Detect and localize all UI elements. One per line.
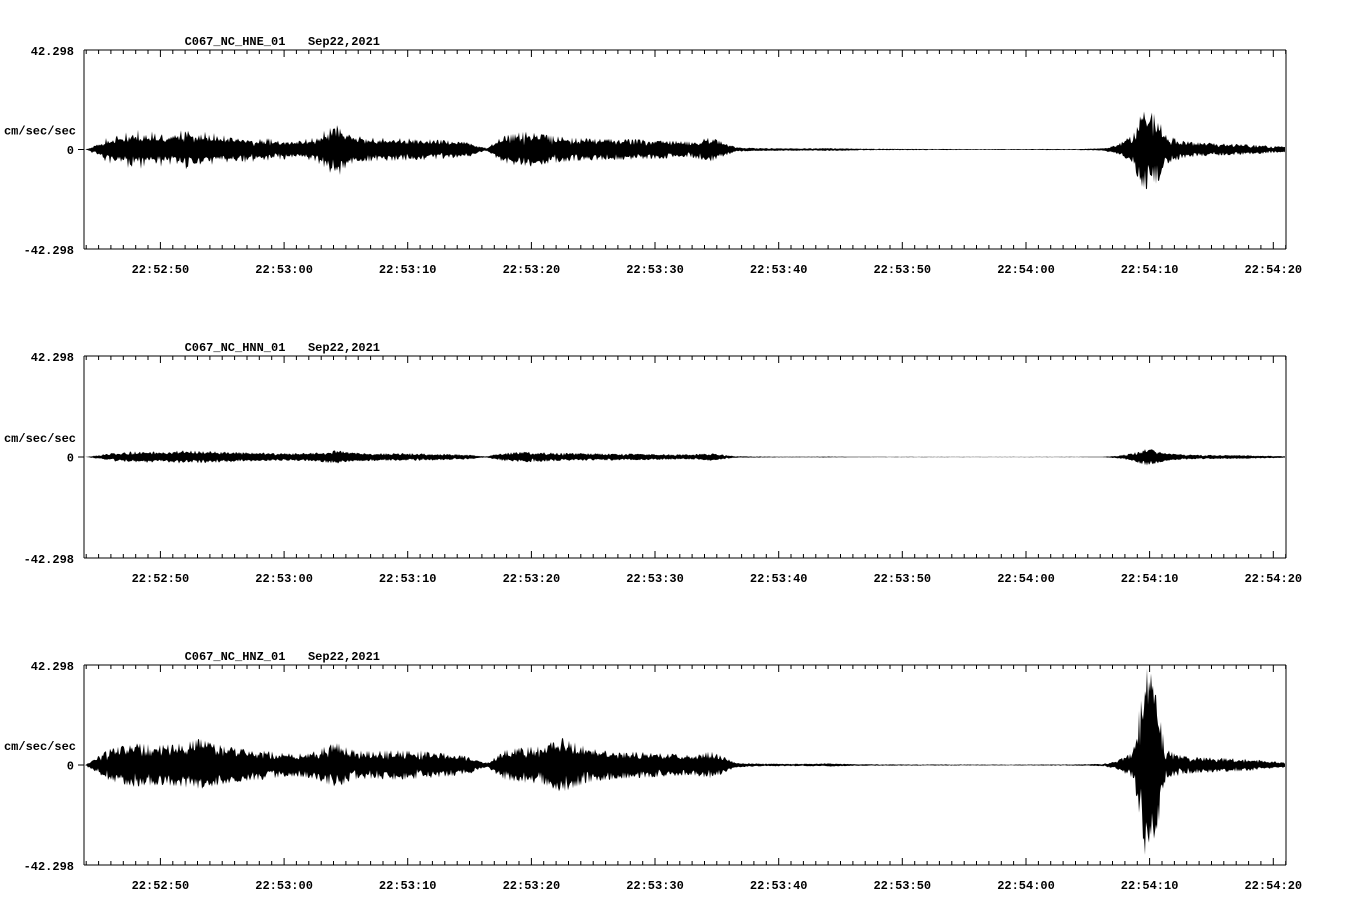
svg-text:22:53:00: 22:53:00 — [255, 879, 313, 893]
svg-text:22:53:20: 22:53:20 — [503, 572, 561, 586]
svg-text:22:53:10: 22:53:10 — [379, 263, 437, 277]
svg-text:22:53:30: 22:53:30 — [626, 263, 684, 277]
svg-text:42.298: 42.298 — [31, 660, 74, 674]
svg-text:22:53:20: 22:53:20 — [503, 879, 561, 893]
svg-text:C067_NC_HNZ_01: C067_NC_HNZ_01 — [185, 650, 286, 664]
svg-text:0: 0 — [67, 144, 74, 158]
svg-text:22:53:00: 22:53:00 — [255, 263, 313, 277]
svg-text:0: 0 — [67, 760, 74, 774]
svg-text:22:54:20: 22:54:20 — [1244, 879, 1302, 893]
svg-text:22:53:40: 22:53:40 — [750, 263, 808, 277]
svg-text:cm/sec/sec: cm/sec/sec — [4, 125, 76, 139]
svg-text:22:53:00: 22:53:00 — [255, 572, 313, 586]
svg-text:22:54:00: 22:54:00 — [997, 572, 1055, 586]
svg-text:22:53:10: 22:53:10 — [379, 572, 437, 586]
svg-text:cm/sec/sec: cm/sec/sec — [4, 432, 76, 446]
svg-text:22:54:00: 22:54:00 — [997, 263, 1055, 277]
svg-text:22:54:00: 22:54:00 — [997, 879, 1055, 893]
svg-text:42.298: 42.298 — [31, 45, 74, 59]
svg-text:C067_NC_HNN_01: C067_NC_HNN_01 — [185, 341, 286, 355]
svg-text:22:54:20: 22:54:20 — [1244, 263, 1302, 277]
svg-text:-42.298: -42.298 — [24, 553, 74, 567]
svg-text:22:54:10: 22:54:10 — [1121, 572, 1179, 586]
svg-text:22:52:50: 22:52:50 — [132, 263, 190, 277]
svg-text:22:53:40: 22:53:40 — [750, 572, 808, 586]
svg-text:22:53:20: 22:53:20 — [503, 263, 561, 277]
svg-text:Sep22,2021: Sep22,2021 — [308, 650, 380, 664]
svg-text:22:53:30: 22:53:30 — [626, 879, 684, 893]
svg-text:22:52:50: 22:52:50 — [132, 572, 190, 586]
svg-text:42.298: 42.298 — [31, 351, 74, 365]
svg-text:0: 0 — [67, 452, 74, 466]
svg-text:22:53:30: 22:53:30 — [626, 572, 684, 586]
svg-text:22:52:50: 22:52:50 — [132, 879, 190, 893]
svg-text:22:54:10: 22:54:10 — [1121, 263, 1179, 277]
svg-text:Sep22,2021: Sep22,2021 — [308, 35, 380, 49]
svg-text:Sep22,2021: Sep22,2021 — [308, 341, 380, 355]
svg-text:C067_NC_HNE_01: C067_NC_HNE_01 — [185, 35, 286, 49]
svg-text:22:53:40: 22:53:40 — [750, 879, 808, 893]
svg-text:-42.298: -42.298 — [24, 860, 74, 874]
svg-text:-42.298: -42.298 — [24, 244, 74, 258]
svg-text:22:54:10: 22:54:10 — [1121, 879, 1179, 893]
svg-text:22:53:50: 22:53:50 — [873, 263, 931, 277]
svg-text:cm/sec/sec: cm/sec/sec — [4, 740, 76, 754]
svg-text:22:53:50: 22:53:50 — [873, 879, 931, 893]
svg-text:22:53:10: 22:53:10 — [379, 879, 437, 893]
svg-text:22:54:20: 22:54:20 — [1244, 572, 1302, 586]
svg-text:22:53:50: 22:53:50 — [873, 572, 931, 586]
